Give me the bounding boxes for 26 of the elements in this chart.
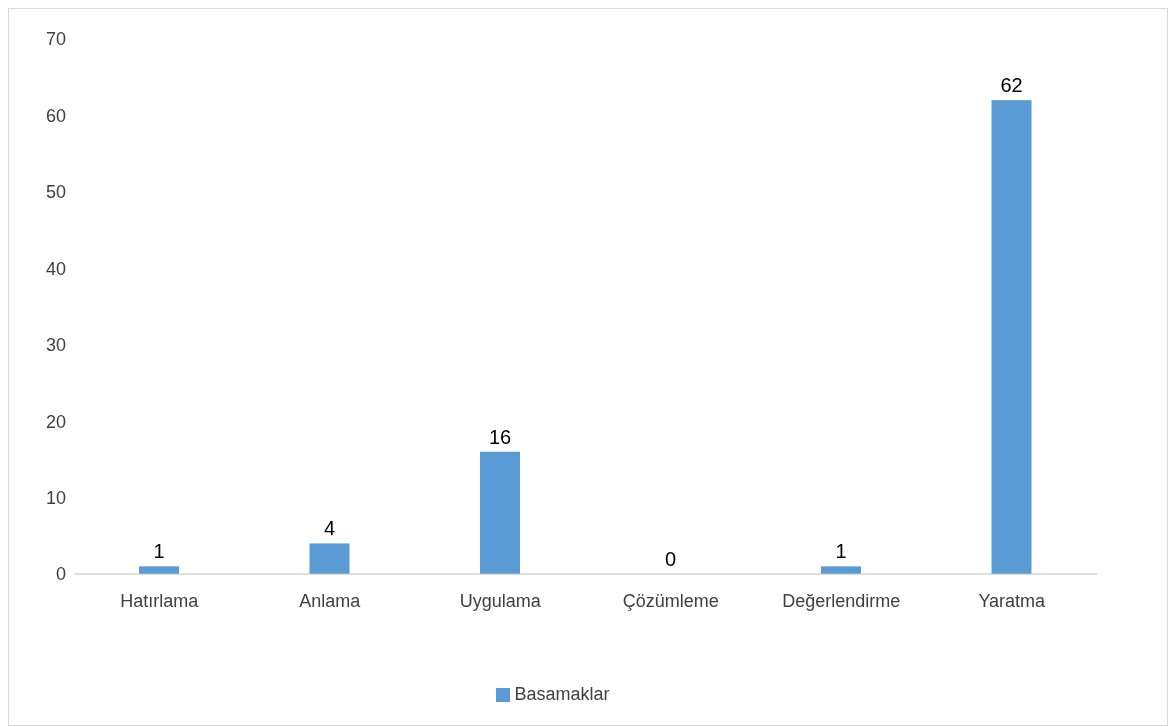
x-tick-label: Yaratma <box>978 590 1047 611</box>
data-label: 4 <box>323 517 336 540</box>
bar <box>480 451 520 574</box>
legend-label: Basamaklar <box>514 684 610 704</box>
x-tick-label: Hatırlama <box>120 590 200 611</box>
y-tick-label: 10 <box>45 487 66 508</box>
y-tick-label: 30 <box>45 335 66 356</box>
data-label: 1 <box>835 540 847 563</box>
y-tick-label: 0 <box>55 564 66 585</box>
data-label: 62 <box>1000 74 1023 97</box>
data-label: 1 <box>153 540 165 563</box>
y-tick-label: 20 <box>45 411 66 432</box>
x-tick-label: Değerlendirme <box>782 590 901 611</box>
data-label: 0 <box>664 548 677 570</box>
bar <box>309 543 350 574</box>
bar <box>139 566 179 574</box>
bar <box>821 566 861 574</box>
data-label: 16 <box>488 425 512 448</box>
x-tick-label: Anlama <box>299 590 362 611</box>
bar <box>991 100 1032 574</box>
y-tick-label: 60 <box>45 105 66 126</box>
y-tick-label: 40 <box>45 258 66 279</box>
x-tick-label: Çözümleme <box>622 590 719 611</box>
y-tick-label: 70 <box>45 29 66 50</box>
y-tick-label: 50 <box>45 182 66 203</box>
x-tick-label: Uygulama <box>459 590 542 611</box>
